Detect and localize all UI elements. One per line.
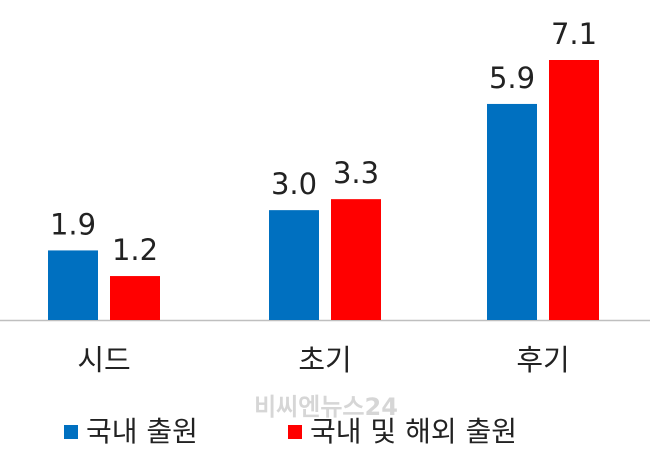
legend-label: 국내 출원 [86, 415, 198, 448]
value-label: 7.1 [551, 17, 597, 51]
value-label: 1.2 [112, 233, 158, 267]
legend-swatch [64, 425, 78, 439]
value-label: 5.9 [489, 61, 535, 95]
watermark: 비씨엔뉴스24 [254, 393, 398, 421]
value-label: 3.3 [333, 156, 379, 190]
x-tick-label: 후기 [516, 343, 569, 377]
bar [331, 199, 381, 320]
x-tick-label: 초기 [298, 343, 351, 377]
bar [549, 60, 599, 320]
bar [48, 250, 98, 320]
legend-swatch [288, 425, 302, 439]
bar [487, 103, 537, 320]
bar [110, 276, 160, 320]
legend-label: 국내 및 해외 출원 [310, 415, 517, 448]
x-tick-label: 시드 [77, 343, 130, 377]
bar [269, 210, 319, 320]
value-label: 1.9 [50, 207, 96, 241]
value-label: 3.0 [271, 167, 317, 201]
